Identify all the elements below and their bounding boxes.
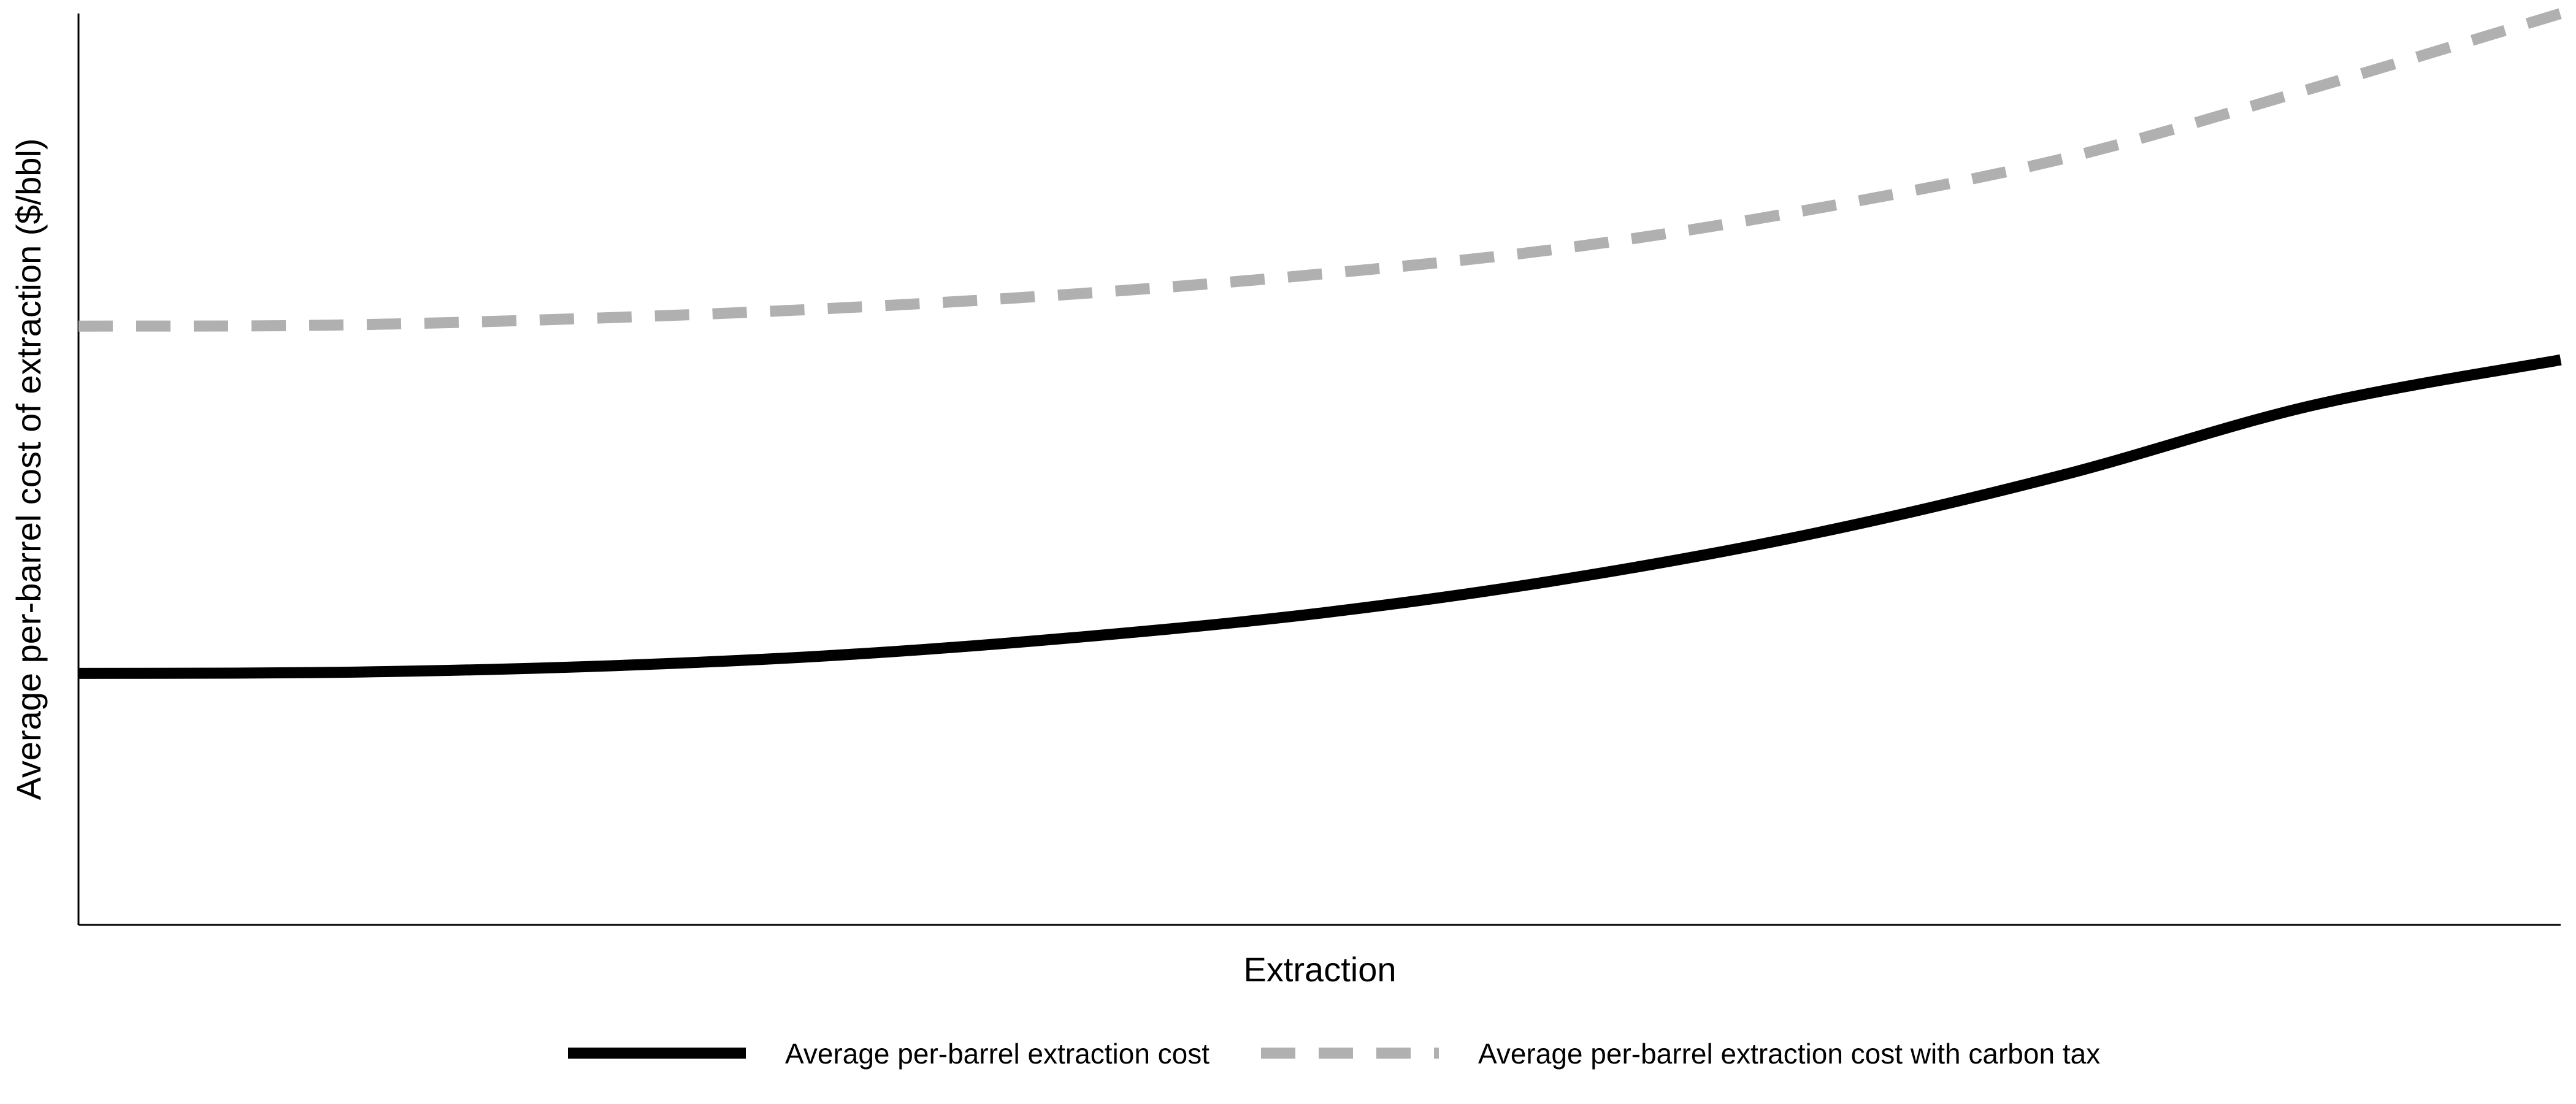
legend-label-1: Average per-barrel extraction cost with … — [1478, 1038, 2100, 1070]
plot-area — [77, 8, 2563, 926]
legend-item-1: Average per-barrel extraction cost with … — [1261, 1038, 2100, 1070]
legend-label-0: Average per-barrel extraction cost — [785, 1038, 1209, 1070]
legend: Average per-barrel extraction cost Avera… — [568, 1038, 2100, 1070]
series-line-0 — [78, 354, 2562, 679]
y-axis-title: Average per-barrel cost of extraction ($… — [9, 138, 48, 800]
legend-item-0: Average per-barrel extraction cost — [568, 1038, 1209, 1070]
series-line-1 — [78, 8, 2563, 332]
series-group — [78, 8, 2563, 679]
x-axis-title: Extraction — [1244, 950, 1397, 989]
